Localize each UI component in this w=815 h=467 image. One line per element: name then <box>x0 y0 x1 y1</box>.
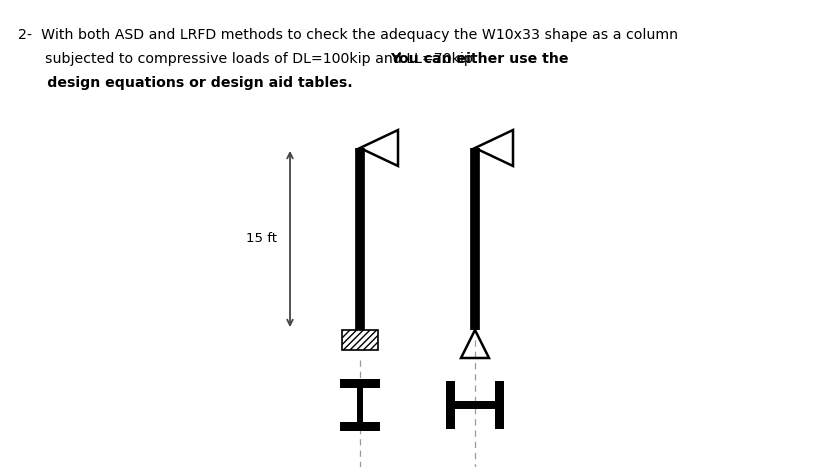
Bar <box>342 330 378 350</box>
Bar <box>495 381 504 429</box>
Bar <box>340 379 380 388</box>
Text: subjected to compressive loads of DL=100kip and LL=70kip.: subjected to compressive loads of DL=100… <box>18 52 491 66</box>
Text: 15 ft: 15 ft <box>246 233 277 246</box>
Text: You can either use the: You can either use the <box>390 52 569 66</box>
Text: design equations or design aid tables.: design equations or design aid tables. <box>18 76 353 90</box>
Text: subjected to compressive loads of DL=100kip and LL=70kip.   You can either use t: subjected to compressive loads of DL=100… <box>18 52 650 66</box>
Bar <box>455 401 495 409</box>
Bar <box>446 381 455 429</box>
Text: 2-  With both ASD and LRFD methods to check the adequacy the W10x33 shape as a c: 2- With both ASD and LRFD methods to che… <box>18 28 678 42</box>
Bar <box>357 388 363 422</box>
Bar <box>340 422 380 431</box>
